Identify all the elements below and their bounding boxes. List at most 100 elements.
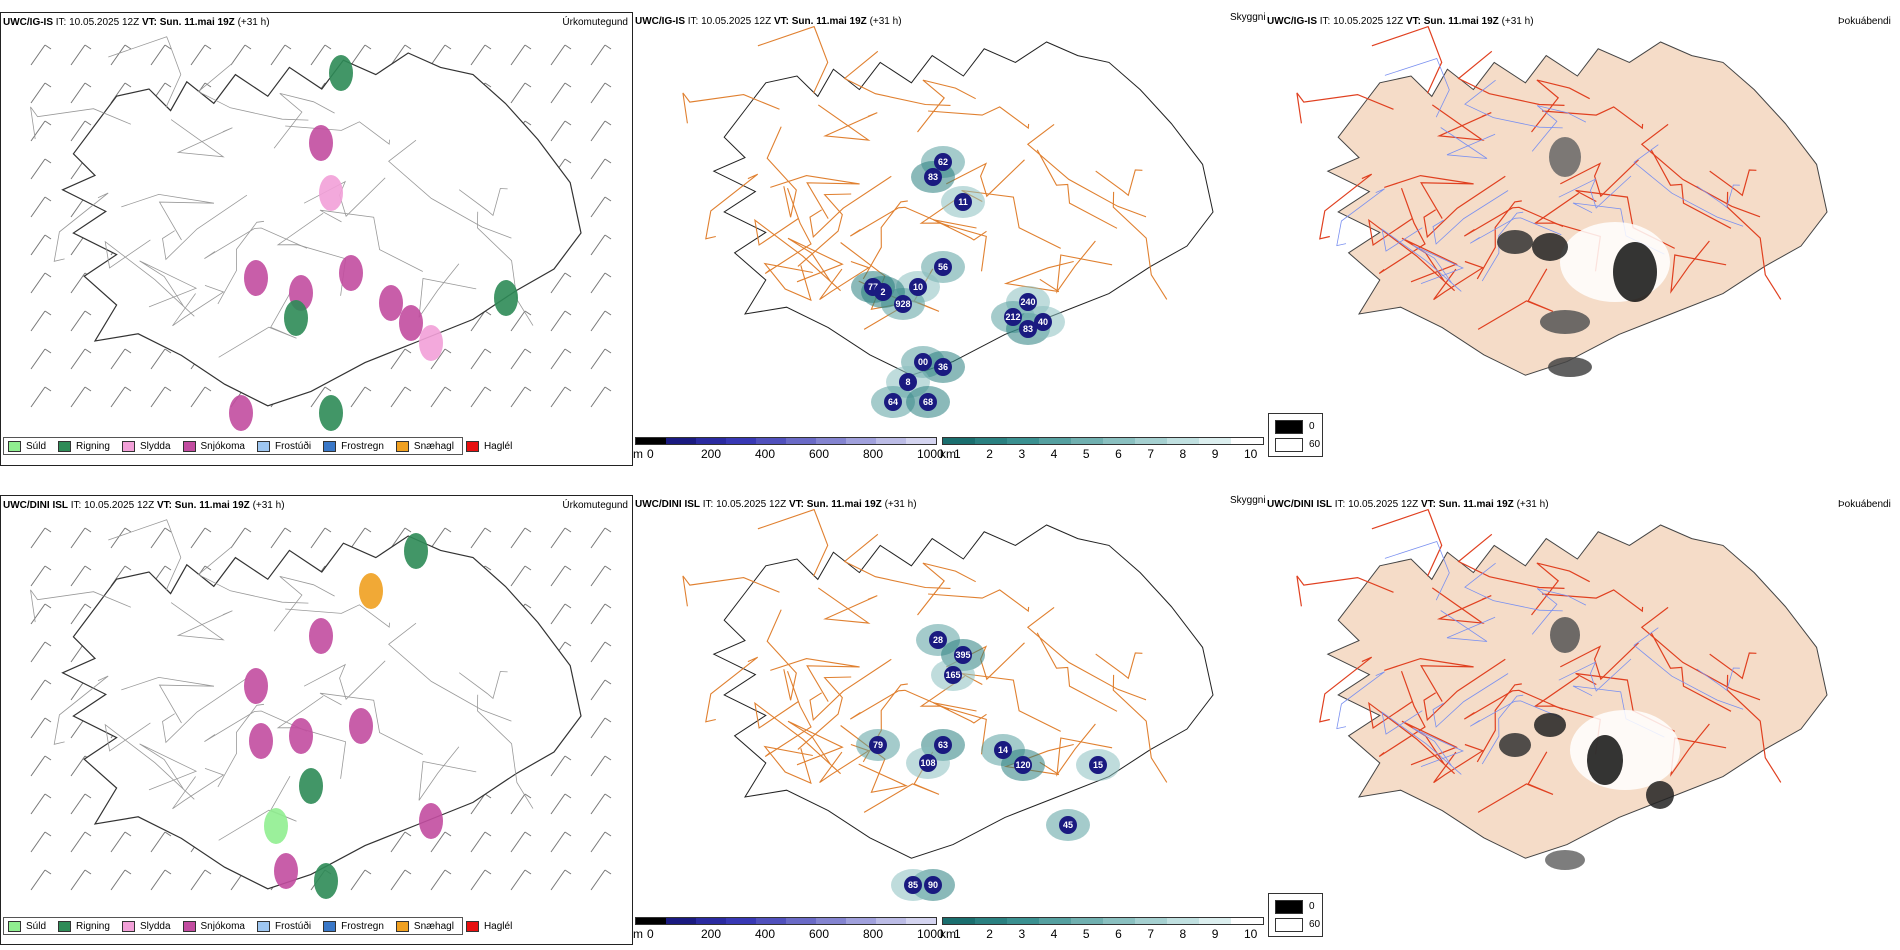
road-line	[1336, 671, 1385, 730]
ceiling-cell	[874, 283, 892, 301]
wind-barb	[510, 310, 532, 332]
wind-barb	[110, 831, 132, 853]
precip-cell	[244, 260, 268, 296]
colorbar-segment	[1199, 918, 1231, 924]
fog-map	[1296, 508, 1828, 870]
colorbar-tick: 1000	[917, 927, 944, 941]
wind-barb	[470, 310, 492, 332]
road-line	[809, 658, 892, 722]
wind-barb	[70, 603, 92, 625]
wind-barb	[30, 310, 52, 332]
legend-swatch	[465, 440, 479, 452]
road-line	[757, 25, 829, 94]
road-line	[819, 260, 870, 301]
wind-barb	[590, 82, 612, 104]
wind-barb	[150, 348, 172, 370]
colorbar-segment	[1135, 918, 1167, 924]
precip-cell	[289, 718, 313, 754]
road-line	[104, 239, 195, 317]
road-line	[928, 106, 1030, 130]
wind-barb	[510, 793, 532, 815]
wind-barb	[550, 603, 572, 625]
ceiling-value-label: 83	[1023, 324, 1033, 334]
road-line	[303, 660, 386, 700]
road-line	[172, 768, 225, 810]
wind-barb	[510, 348, 532, 370]
road-line	[1469, 700, 1562, 727]
legend-item: Rigning	[58, 440, 110, 452]
ceiling-cell	[909, 278, 927, 296]
colorbar-segment	[666, 918, 696, 924]
visibility-colorbar: km 1 2 3 4 5 6 7 8 9 10	[940, 437, 1265, 463]
road-line	[1095, 169, 1143, 197]
road-line	[1457, 50, 1565, 106]
fog-swatch-high	[1275, 900, 1303, 914]
legend-swatch	[395, 920, 409, 932]
fog-panel-dini: UWC/DINI ISL IT: 10.05.2025 12Z VT: Sun.…	[1265, 495, 1900, 945]
ceiling-value-label: 56	[938, 262, 948, 272]
fog-index-area	[1532, 233, 1568, 261]
road-line	[1709, 652, 1757, 680]
wind-barb	[270, 527, 292, 549]
wind-barb	[550, 869, 572, 891]
colorbar-segment	[1231, 918, 1263, 924]
road-line	[53, 675, 109, 745]
road-line	[763, 262, 813, 302]
road-line	[1412, 727, 1464, 767]
fog-legend-high: 0	[1309, 901, 1315, 912]
road-line	[754, 218, 841, 292]
road-line	[1650, 149, 1732, 229]
wind-barb	[590, 869, 612, 891]
legend-label: Slydda	[139, 440, 171, 452]
colorbar-segment	[666, 438, 696, 444]
road-line	[1531, 588, 1587, 635]
wind-barb	[150, 869, 172, 891]
road-line	[273, 576, 335, 632]
road-line	[817, 587, 878, 624]
wind-barb	[30, 158, 52, 180]
precip-cell	[349, 708, 373, 744]
ceiling-value-label: 85	[908, 880, 918, 890]
colorbar-tick: 10	[1244, 927, 1258, 941]
wind-barb	[30, 82, 52, 104]
road-line	[862, 200, 908, 280]
wind-barb	[470, 386, 492, 408]
road-line	[1431, 104, 1492, 141]
precip-map	[30, 519, 612, 899]
road-line	[1560, 642, 1639, 681]
road-line	[1477, 751, 1554, 813]
colorbar-tick: 9	[1211, 927, 1219, 941]
road-line	[1481, 694, 1524, 765]
legend-swatch	[182, 440, 196, 452]
ceiling-cell	[1019, 293, 1037, 311]
product-label: Þokuábendi	[1838, 499, 1891, 510]
ceiling-cell	[904, 876, 922, 894]
colorbar-segment	[906, 438, 936, 444]
legend-label: Rigning	[76, 920, 110, 932]
colorbar-segment	[846, 438, 876, 444]
colorbar-tick: 0	[647, 927, 654, 941]
ceiling-cell	[924, 876, 942, 894]
legend-swatch	[395, 440, 409, 452]
colorbar-tick: 600	[809, 927, 830, 941]
wind-barb	[310, 527, 332, 549]
wind-barb	[30, 869, 52, 891]
wind-barb	[590, 603, 612, 625]
fog-index-area	[1613, 242, 1657, 302]
colorbar-segment	[943, 918, 975, 924]
road-line	[1640, 606, 1761, 701]
wind-barb	[590, 158, 612, 180]
legend-label: Snjókoma	[200, 440, 245, 452]
legend-label: Haglél	[483, 920, 513, 932]
colorbar-segment	[1039, 438, 1071, 444]
road-line	[217, 220, 265, 305]
road-line	[1026, 606, 1147, 701]
precip-cell	[264, 808, 288, 844]
precip-cell	[249, 723, 273, 759]
road-line	[1433, 743, 1485, 784]
wind-barb	[590, 310, 612, 332]
legend-item: Snæhagl	[395, 440, 454, 452]
road-line	[1640, 123, 1761, 218]
wind-barb	[70, 527, 92, 549]
